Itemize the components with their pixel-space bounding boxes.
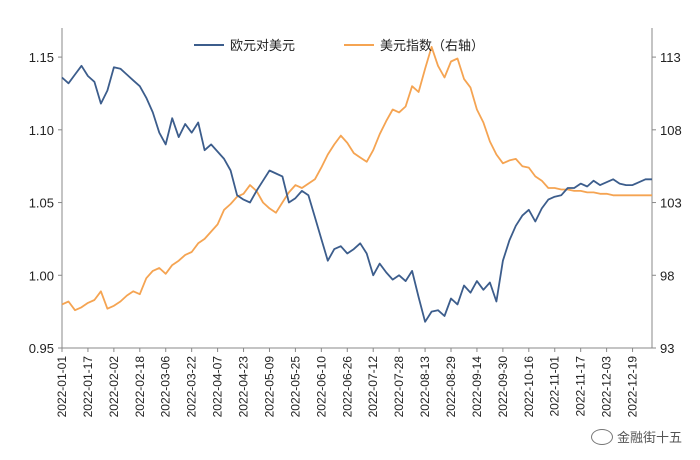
right-tick-label: 98 — [660, 268, 674, 283]
left-tick-label: 0.95 — [29, 341, 54, 356]
left-tick-label: 1.05 — [29, 196, 54, 211]
x-tick-label: 2022-04-07 — [211, 356, 225, 418]
x-tick-label: 2022-05-09 — [262, 356, 276, 418]
x-tick-label: 2022-11-17 — [574, 356, 588, 417]
legend-label-dxy: 美元指数（右轴） — [380, 39, 484, 54]
right-axis-ticks: 93 98 103 108 113 — [652, 50, 682, 356]
axes — [61, 28, 653, 349]
x-tick-label: 2022-07-28 — [392, 356, 406, 418]
x-tick-label: 2022-03-06 — [159, 356, 173, 418]
x-tick-label: 2022-01-01 — [55, 356, 69, 418]
x-tick-label: 2022-02-02 — [107, 356, 121, 418]
legend-label-eurusd: 欧元对美元 — [230, 39, 295, 54]
left-axis-ticks: 0.95 1.00 1.05 1.10 1.15 — [29, 50, 62, 356]
x-tick-label: 2022-06-10 — [314, 356, 328, 418]
x-tick-label: 2022-03-22 — [185, 356, 199, 418]
x-tick-label: 2022-09-30 — [496, 356, 510, 418]
x-tick-label: 2022-11-01 — [548, 356, 562, 417]
series-layer — [61, 46, 652, 323]
right-tick-label: 108 — [660, 123, 682, 138]
x-tick-label: 2022-04-23 — [237, 356, 251, 418]
x-tick-label: 2022-09-14 — [470, 356, 484, 418]
x-tick-label: 2022-01-17 — [81, 356, 95, 418]
x-tick-label: 2022-07-12 — [366, 356, 380, 418]
right-tick-label: 93 — [660, 341, 674, 356]
left-tick-label: 1.15 — [29, 50, 54, 65]
x-tick-label: 2022-10-16 — [522, 356, 536, 418]
x-tick-label: 2022-02-18 — [133, 356, 147, 418]
x-tick-label: 2022-12-03 — [600, 356, 614, 418]
watermark: 金融街十五 — [590, 427, 682, 446]
x-tick-label: 2022-08-29 — [444, 356, 458, 418]
x-tick-label: 2022-08-13 — [418, 356, 432, 418]
left-tick-label: 1.10 — [29, 123, 54, 138]
x-tick-label: 2022-06-26 — [340, 356, 354, 418]
left-tick-label: 1.00 — [29, 268, 54, 283]
series-line-eurusd — [61, 64, 652, 323]
right-tick-label: 103 — [660, 196, 682, 211]
x-tick-label: 2022-05-25 — [288, 356, 302, 418]
x-axis-ticks: 2022-01-01 2022-01-17 2022-02-02 2022-02-18… — [55, 348, 640, 417]
series-line-dxy — [61, 46, 652, 312]
legend: 欧元对美元 美元指数（右轴） — [194, 39, 484, 54]
right-tick-label: 113 — [660, 50, 681, 65]
watermark-text: 金融街十五 — [616, 431, 682, 446]
wechat-icon — [590, 428, 613, 445]
x-tick-label: 2022-12-19 — [626, 356, 640, 418]
